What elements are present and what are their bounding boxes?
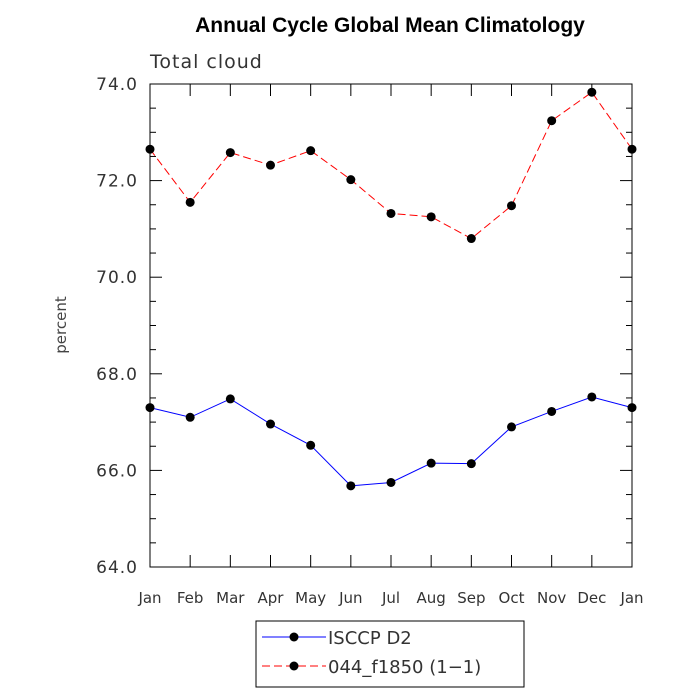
series-1-point (466, 234, 476, 244)
x-tick-label: Jun (338, 589, 362, 607)
y-axis-ticks: 64.0 66.0 68.0 70.0 72.0 74.0 (96, 75, 632, 578)
x-tick-label: Jul (381, 589, 400, 607)
series-layer (145, 87, 637, 491)
chart-title: Annual Cycle Global Mean Climatology (195, 14, 585, 37)
series-0-point (386, 477, 396, 487)
series-0-point (346, 481, 356, 491)
y-tick-label: 72.0 (96, 172, 138, 192)
x-tick-label: Jan (619, 589, 643, 607)
series-0-point (466, 459, 476, 469)
x-tick-label: May (295, 589, 326, 607)
series-0-point (627, 403, 637, 413)
y-tick-label: 64.0 (96, 558, 138, 578)
series-1-point (346, 175, 356, 185)
series-1-point (145, 144, 155, 154)
plot-area-frame (149, 83, 633, 568)
x-tick-label: Apr (258, 589, 285, 607)
legend: ISCCP D2 044_f1850 (1−1) (255, 620, 525, 688)
x-tick-label: Sep (457, 589, 485, 607)
series-1-point (185, 197, 195, 207)
chart-subtitle: Total cloud (149, 51, 263, 73)
x-tick-label: Dec (577, 589, 606, 607)
series-line-0 (149, 396, 633, 487)
y-tick-label: 74.0 (96, 75, 138, 95)
x-tick-label: Aug (417, 589, 446, 607)
y-axis-label: percent (52, 296, 70, 354)
legend-marker-model (289, 661, 299, 671)
y-tick-label: 66.0 (96, 461, 138, 481)
series-1-point (426, 212, 436, 222)
legend-marker-isccp (289, 632, 299, 642)
series-0-point (306, 440, 316, 450)
legend-box (255, 620, 525, 688)
series-1-point (386, 208, 396, 218)
series-1-point (266, 160, 275, 170)
y-tick-label: 70.0 (96, 268, 138, 288)
y-tick-label: 68.0 (96, 365, 138, 385)
x-tick-label: Feb (177, 589, 204, 607)
series-0-point (145, 403, 155, 413)
series-1-point (306, 146, 316, 156)
series-0-point (266, 419, 275, 429)
series-0-point (547, 406, 557, 416)
series-0-point (587, 392, 597, 402)
series-0-point (225, 394, 235, 404)
series-1-point (587, 87, 597, 97)
series-0-point (426, 458, 436, 468)
x-tick-label: Mar (216, 589, 245, 607)
series-0-point (185, 412, 195, 422)
x-tick-label: Jan (137, 589, 161, 607)
legend-label-isccp: ISCCP D2 (328, 628, 412, 649)
series-1-point (507, 201, 516, 211)
series-1-point (225, 148, 235, 158)
series-1-point (627, 144, 637, 154)
series-1-point (547, 116, 557, 126)
series-0-point (507, 422, 516, 432)
legend-label-model: 044_f1850 (1−1) (328, 657, 481, 678)
x-tick-label: Oct (499, 589, 525, 607)
x-axis-ticks: Jan Feb Mar Apr May Jun Jul Aug Sep Oct Nov Dec Jan (137, 84, 644, 607)
x-tick-label: Nov (537, 589, 566, 607)
